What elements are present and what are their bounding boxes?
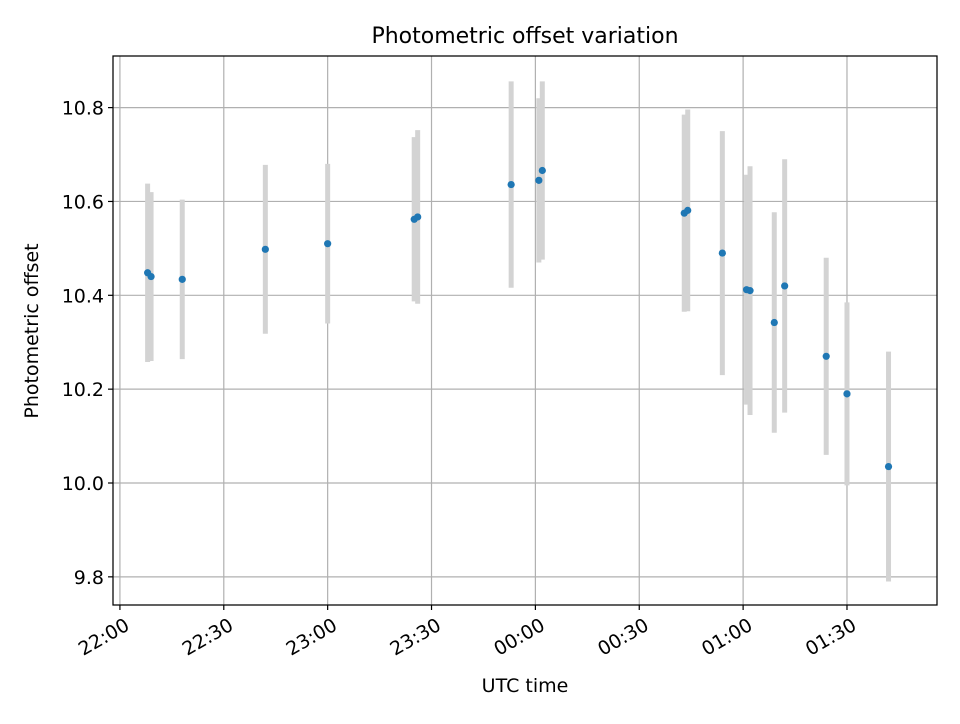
data-point: [261, 245, 269, 253]
data-points: [144, 166, 893, 471]
grid: [113, 56, 937, 605]
y-tick-label: 10.6: [62, 191, 104, 213]
chart-title: Photometric offset variation: [371, 24, 678, 49]
data-point: [781, 282, 789, 290]
data-point: [538, 166, 546, 175]
data-point: [684, 206, 692, 214]
data-point: [324, 240, 332, 248]
y-axis-label: Photometric offset: [21, 243, 43, 418]
data-point: [746, 287, 754, 295]
data-point: [507, 180, 515, 189]
y-tick-label: 10.0: [62, 473, 104, 495]
y-tick-label: 9.8: [74, 567, 104, 589]
x-axis-label: UTC time: [482, 675, 569, 697]
data-point: [718, 249, 726, 257]
data-point: [147, 272, 155, 281]
y-tick-label: 10.8: [62, 98, 104, 120]
data-point: [535, 176, 543, 184]
data-point: [414, 213, 422, 221]
plot-frame: [112, 55, 938, 606]
data-point: [770, 318, 778, 327]
data-point: [178, 275, 186, 283]
y-tick-label: 10.2: [62, 379, 104, 401]
data-point: [822, 352, 830, 360]
data-point: [884, 462, 893, 471]
y-tick-label: 10.4: [62, 285, 104, 307]
data-point: [843, 390, 851, 398]
y-axis-ticks: 9.8 10.0 10.2 10.4 10.6 10.8: [62, 98, 113, 589]
